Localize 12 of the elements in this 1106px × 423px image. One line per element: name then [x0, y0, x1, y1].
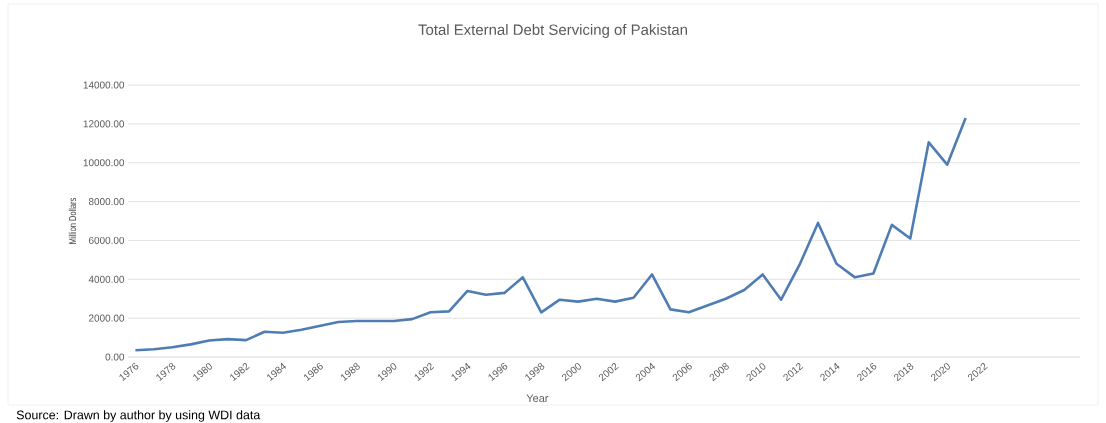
y-tick-label: 2000.00: [88, 314, 125, 322]
y-tick-label: 4000.00: [88, 275, 125, 283]
y-tick-label: 0.00: [105, 353, 125, 361]
y-tick-label: 14000.00: [83, 81, 125, 89]
y-tick-label: 8000.00: [88, 198, 125, 206]
y-tick-label: 6000.00: [88, 236, 125, 244]
y-axis-title: Million Dollars: [68, 198, 77, 244]
y-tick-label: 12000.00: [83, 120, 125, 128]
y-tick-label: 10000.00: [83, 159, 125, 167]
chart-title: Total External Debt Servicing of Pakistan: [418, 24, 687, 38]
x-axis-title: Year: [526, 394, 549, 403]
source-note: Source: Drawn by author by using WDI data: [16, 410, 261, 422]
